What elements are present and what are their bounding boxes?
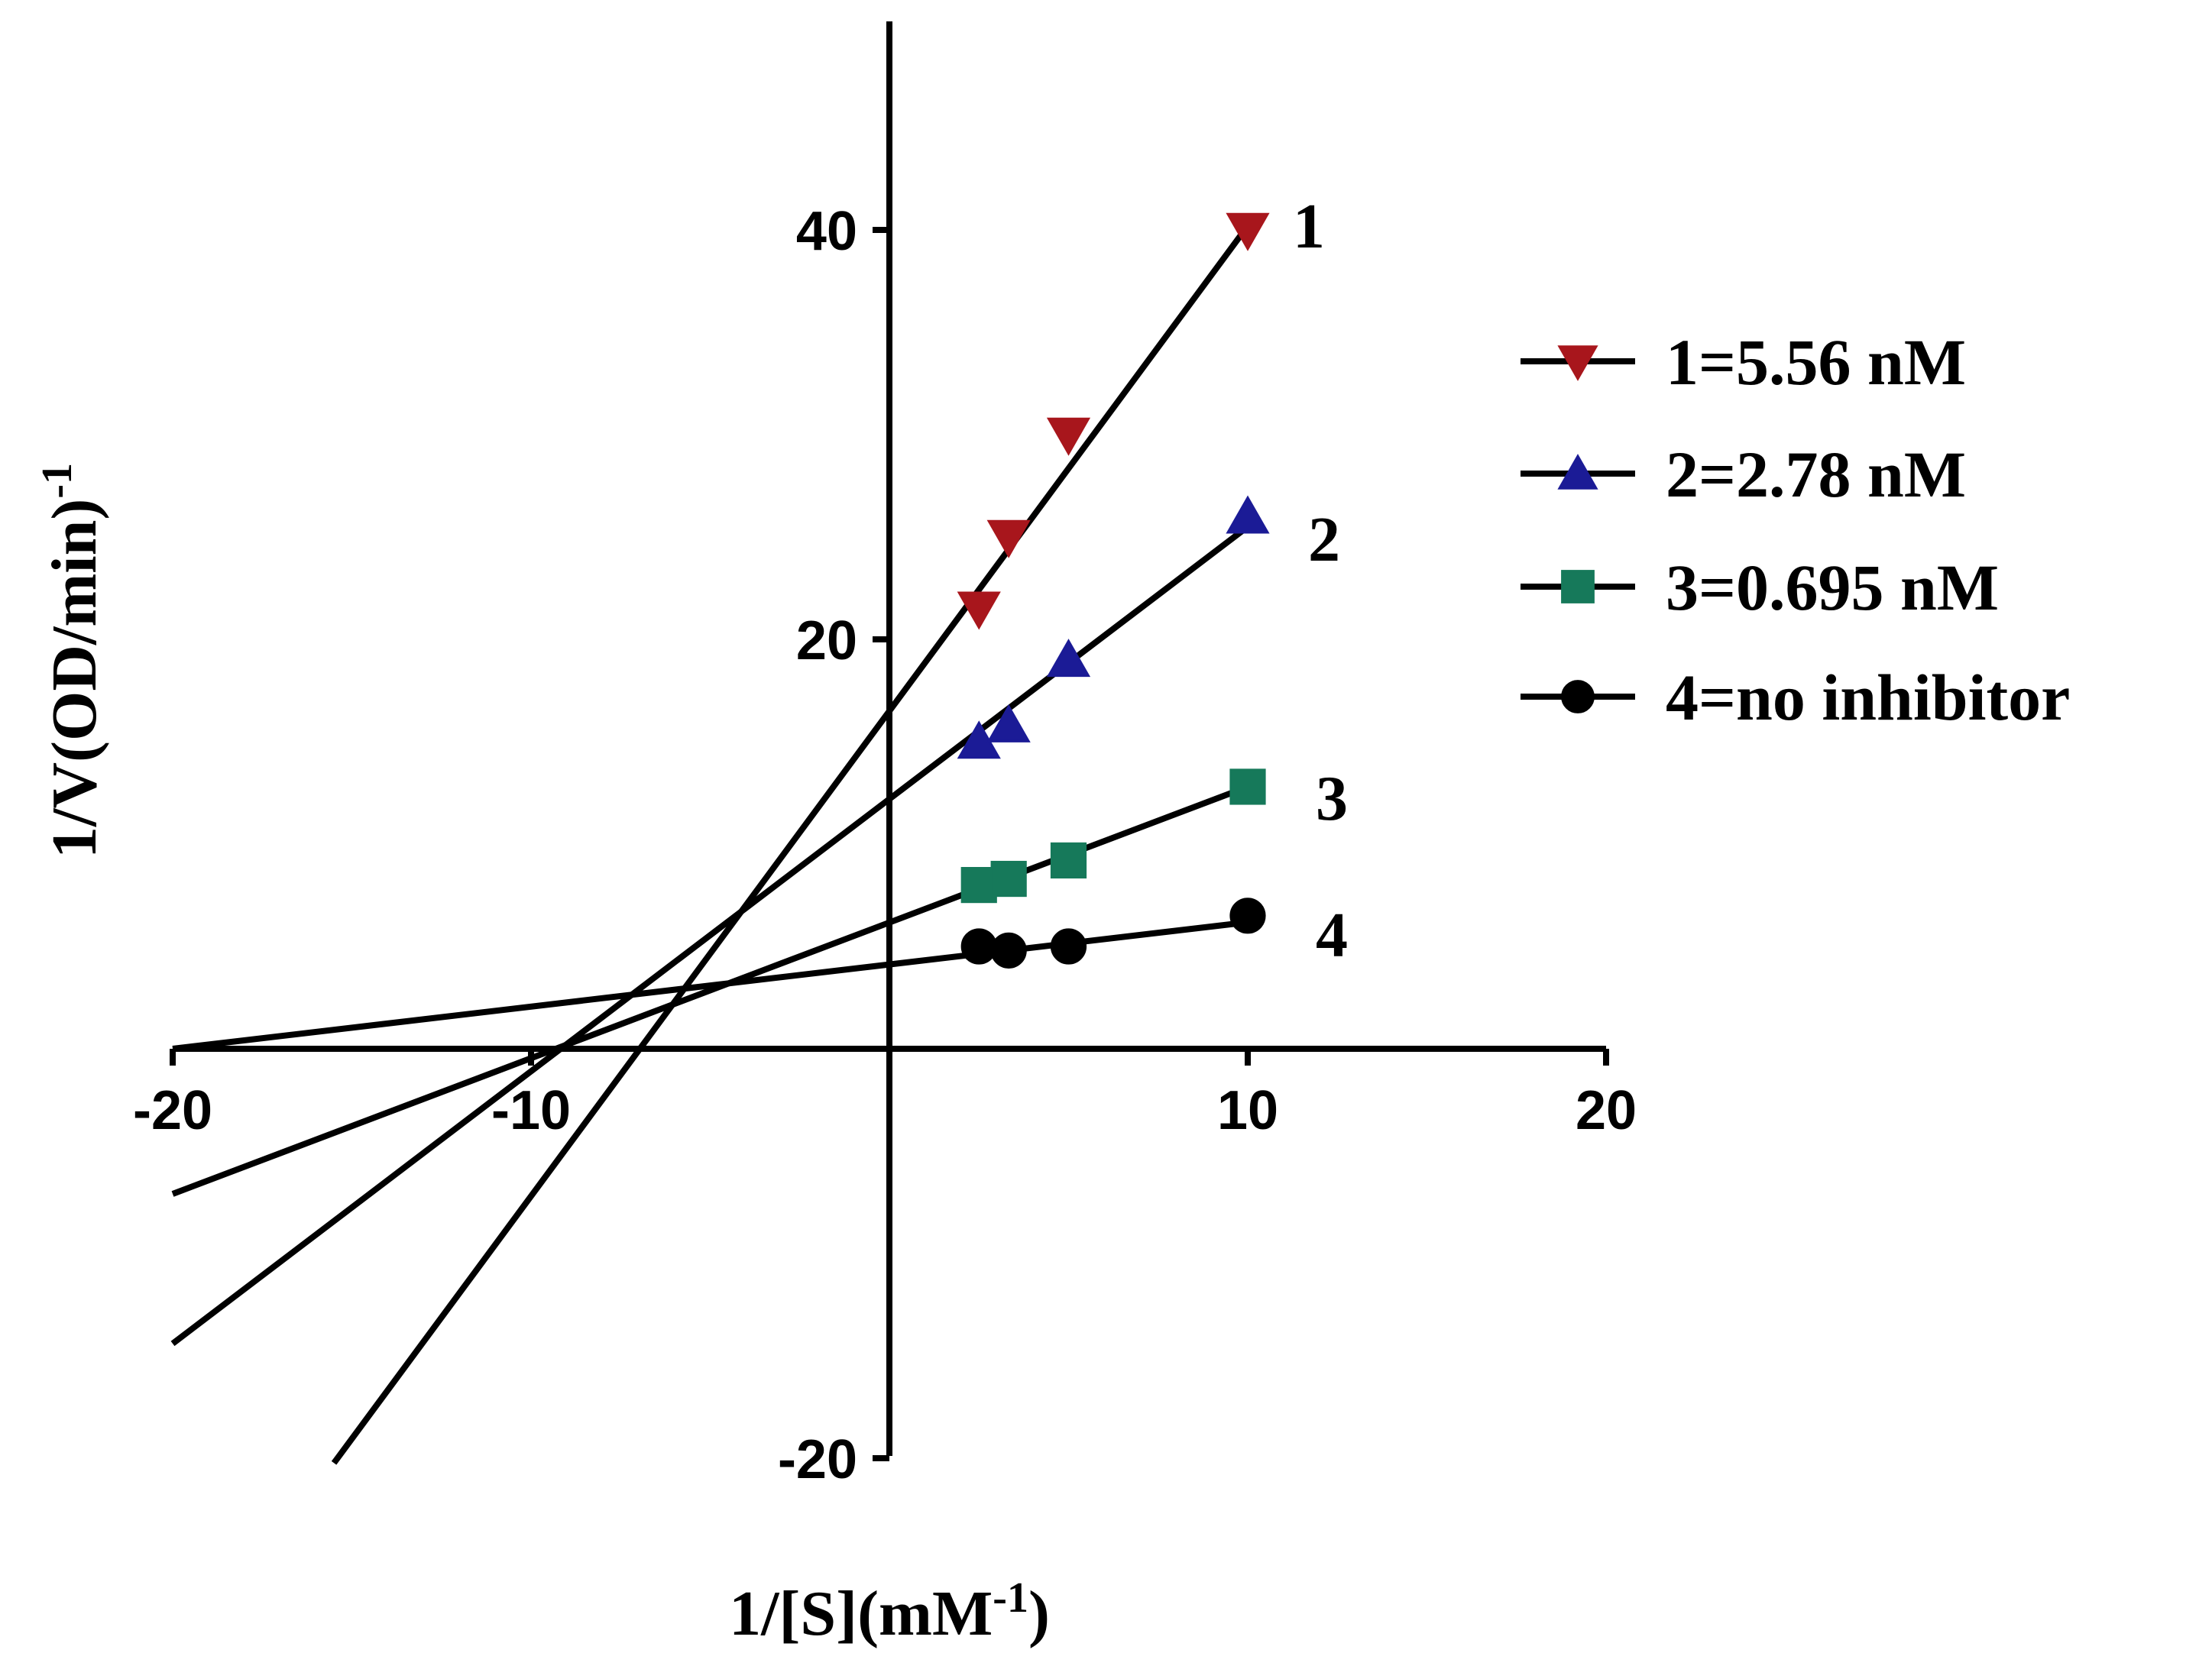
x-tick-label: -20 (133, 1080, 212, 1141)
legend-label: 3=0.695 nM (1666, 551, 1999, 624)
legend-label: 1=5.56 nM (1666, 325, 1966, 399)
y-tick-label: 20 (796, 610, 857, 671)
y-tick-label: 40 (796, 201, 857, 262)
legend-item-4: 4=no inhibitor (1521, 661, 2070, 734)
series-label-4: 4 (1316, 900, 1348, 971)
x-axis-title-tail: ) (1028, 1578, 1050, 1649)
data-point-series-1 (986, 519, 1031, 558)
legend: 1=5.56 nM 2=2.78 nM 3=0.695 nM 4=no inhibit… (1521, 325, 2070, 734)
x-tick-label: 20 (1576, 1080, 1637, 1141)
data-point-series-4 (1229, 898, 1266, 934)
x-tick-label: 10 (1217, 1080, 1278, 1141)
x-tick-label: -10 (491, 1080, 571, 1141)
axis-ticks: -20 -10 10 20 -20 20 40 (133, 201, 1637, 1490)
legend-marker-1 (1557, 345, 1598, 381)
legend-label: 4=no inhibitor (1666, 661, 2070, 734)
series-label-3: 3 (1316, 763, 1348, 834)
fit-line-series-1 (331, 224, 1251, 1465)
legend-item-3: 3=0.695 nM (1521, 551, 1999, 624)
data-point-series-4 (960, 928, 997, 965)
y-axis-title-superscript: -1 (34, 463, 81, 499)
fit-line-series-4 (172, 919, 1249, 1052)
y-tick-label: -20 (778, 1429, 857, 1490)
legend-marker-4 (1561, 680, 1595, 713)
data-point-series-1 (1226, 212, 1270, 251)
data-point-series-2 (1046, 639, 1091, 678)
data-point-series-1 (957, 591, 1001, 630)
data-point-series-4 (1050, 928, 1087, 965)
fit-line-series-2 (170, 524, 1250, 1347)
data-point-series-2 (1226, 495, 1270, 534)
y-axis-title-text: 1/V(OD/min) (39, 499, 110, 859)
series-label-1: 1 (1293, 191, 1325, 262)
series-label-2: 2 (1308, 504, 1340, 575)
data-point-series-1 (1046, 417, 1091, 456)
x-axis-title: 1/[S](mM-1) (729, 1574, 1050, 1649)
data-point-series-3 (1229, 768, 1266, 805)
series-end-labels: 1 2 3 4 (1293, 191, 1348, 971)
x-axis-title-superscript: -1 (993, 1574, 1028, 1622)
legend-marker-2 (1557, 454, 1598, 490)
legend-label: 2=2.78 nM (1666, 438, 1966, 511)
data-point-series-2 (986, 704, 1031, 742)
axes (173, 21, 1606, 1456)
data-point-series-4 (990, 932, 1027, 969)
y-axis-title: 1/V(OD/min)-1 (34, 463, 110, 859)
legend-item-1: 1=5.56 nM (1521, 325, 1966, 399)
x-axis-title-text: 1/[S](mM (729, 1578, 993, 1649)
data-point-series-3 (1050, 842, 1087, 879)
legend-marker-3 (1561, 570, 1595, 603)
legend-item-2: 2=2.78 nM (1521, 438, 1966, 511)
data-point-series-3 (990, 860, 1027, 898)
data-markers (957, 212, 1270, 969)
